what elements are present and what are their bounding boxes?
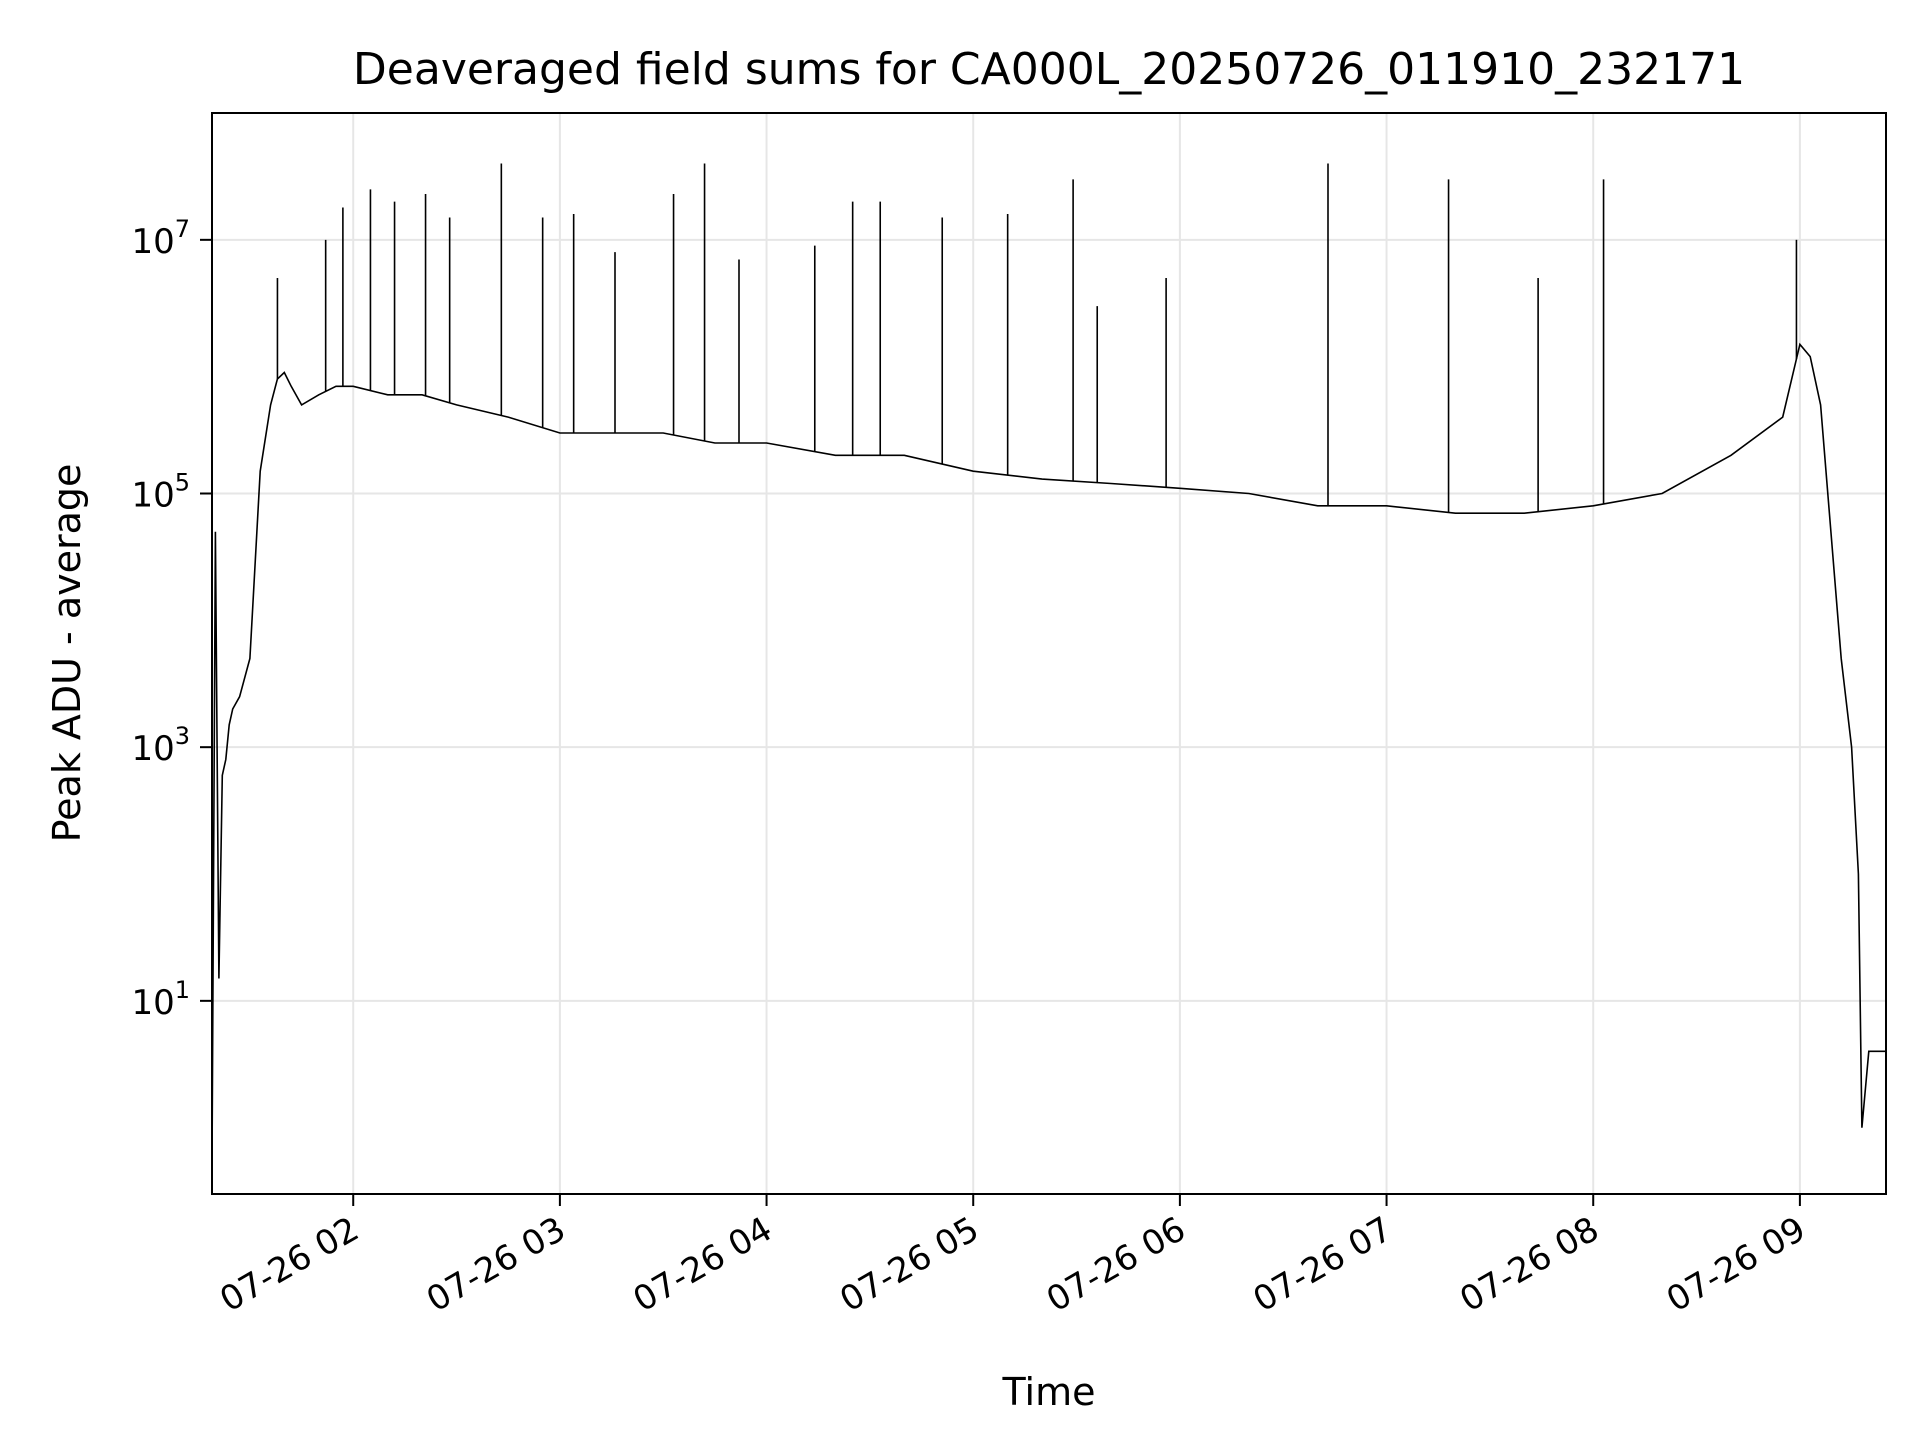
series-line	[211, 342, 1886, 1166]
grid	[212, 113, 1886, 1194]
y-tick-label: 105	[131, 469, 190, 516]
y-tick-exponent: 3	[175, 722, 190, 750]
x-axis-label: Time	[1002, 1370, 1096, 1414]
y-axis-label: Peak ADU - average	[45, 464, 89, 843]
y-tick-base: 10	[131, 222, 174, 262]
spikes	[276, 163, 1798, 513]
plot-frame	[211, 112, 1887, 1195]
y-tick-base: 10	[131, 729, 174, 769]
y-tick-label: 101	[131, 976, 190, 1023]
y-tick-base: 10	[131, 983, 174, 1023]
y-tick-base: 10	[131, 476, 174, 516]
chart-title: Deaveraged field sums for CA000L_2025072…	[353, 44, 1745, 95]
y-tick-exponent: 5	[175, 469, 190, 497]
y-tick-exponent: 1	[175, 976, 190, 1004]
y-tick-label: 103	[131, 722, 190, 769]
y-tick-exponent: 7	[175, 215, 190, 243]
y-tick-label: 107	[131, 215, 190, 262]
